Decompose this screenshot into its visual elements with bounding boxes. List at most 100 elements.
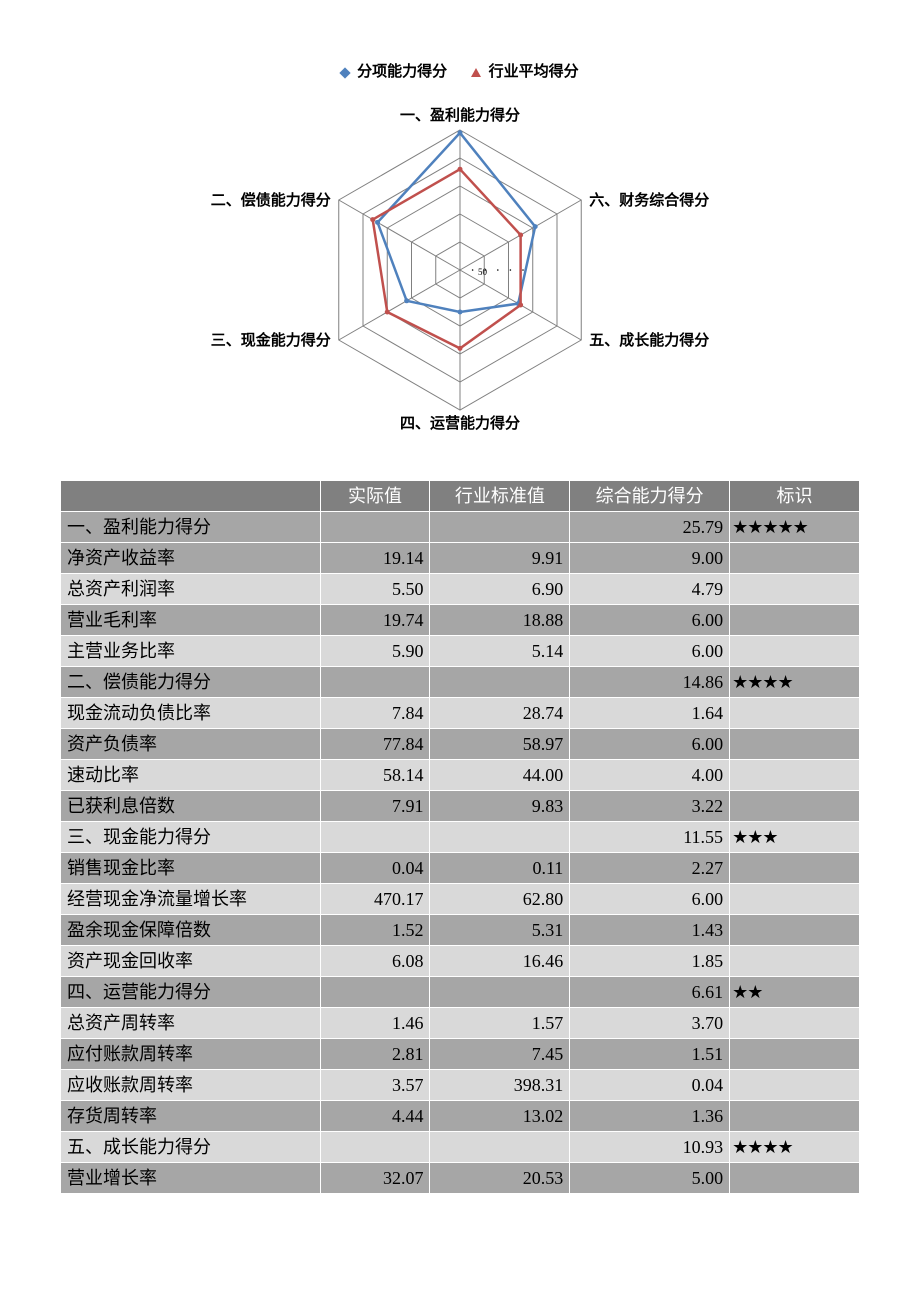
value-cell: 13.02 (430, 1101, 570, 1132)
table-row: 营业增长率32.0720.535.00 (61, 1163, 860, 1194)
value-cell: 5.31 (430, 915, 570, 946)
row-label: 资产现金回收率 (61, 946, 321, 977)
value-cell: 44.00 (430, 760, 570, 791)
row-label: 五、成长能力得分 (61, 1132, 321, 1163)
value-cell: 6.00 (570, 884, 730, 915)
financial-table: 实际值行业标准值综合能力得分标识 一、盈利能力得分25.79★★★★★净资产收益… (60, 480, 860, 1194)
table-section-row: 二、偿债能力得分14.86★★★★ (61, 667, 860, 698)
value-cell: 470.17 (320, 884, 430, 915)
table-row: 存货周转率4.4413.021.36 (61, 1101, 860, 1132)
table-row: 资产负债率77.8458.976.00 (61, 729, 860, 760)
table-body: 一、盈利能力得分25.79★★★★★净资产收益率19.149.919.00总资产… (61, 512, 860, 1194)
table-row: 经营现金净流量增长率470.1762.806.00 (61, 884, 860, 915)
value-cell: 62.80 (430, 884, 570, 915)
stars-cell (730, 574, 860, 605)
value-cell: 9.00 (570, 543, 730, 574)
value-cell: 398.31 (430, 1070, 570, 1101)
row-label: 存货周转率 (61, 1101, 321, 1132)
row-label: 主营业务比率 (61, 636, 321, 667)
table-section-row: 四、运营能力得分6.61★★ (61, 977, 860, 1008)
value-cell: 1.52 (320, 915, 430, 946)
legend-item-1: 行业平均得分 (471, 60, 579, 81)
value-cell: 18.88 (430, 605, 570, 636)
stars-cell (730, 729, 860, 760)
row-label: 应收账款周转率 (61, 1070, 321, 1101)
stars-cell: ★★★★ (730, 1132, 860, 1163)
table-row: 已获利息倍数7.919.833.22 (61, 791, 860, 822)
row-label: 净资产收益率 (61, 543, 321, 574)
radar-chart: 分项能力得分 行业平均得分 50一、盈利能力得分六、财务综合得分五、成长能力得分… (180, 60, 740, 440)
row-label: 二、偿债能力得分 (61, 667, 321, 698)
value-cell: 58.97 (430, 729, 570, 760)
value-cell (430, 512, 570, 543)
table-row: 主营业务比率5.905.146.00 (61, 636, 860, 667)
svg-text:四、运营能力得分: 四、运营能力得分 (400, 414, 520, 432)
value-cell: 6.00 (570, 605, 730, 636)
row-label: 现金流动负债比率 (61, 698, 321, 729)
value-cell: 9.83 (430, 791, 570, 822)
stars-cell (730, 791, 860, 822)
stars-cell (730, 853, 860, 884)
col-header-2: 行业标准值 (430, 481, 570, 512)
col-header-0 (61, 481, 321, 512)
value-cell: 6.08 (320, 946, 430, 977)
value-cell: 0.04 (320, 853, 430, 884)
value-cell: 6.00 (570, 636, 730, 667)
stars-cell: ★★ (730, 977, 860, 1008)
value-cell (430, 667, 570, 698)
stars-cell (730, 760, 860, 791)
legend-label-1: 行业平均得分 (489, 64, 579, 80)
value-cell: 0.04 (570, 1070, 730, 1101)
value-cell: 28.74 (430, 698, 570, 729)
value-cell (320, 977, 430, 1008)
row-label: 应付账款周转率 (61, 1039, 321, 1070)
table-row: 营业毛利率19.7418.886.00 (61, 605, 860, 636)
value-cell: 3.57 (320, 1070, 430, 1101)
table-row: 应付账款周转率2.817.451.51 (61, 1039, 860, 1070)
value-cell: 4.44 (320, 1101, 430, 1132)
svg-text:五、成长能力得分: 五、成长能力得分 (589, 331, 709, 349)
value-cell: 1.51 (570, 1039, 730, 1070)
table-row: 现金流动负债比率7.8428.741.64 (61, 698, 860, 729)
value-cell: 7.91 (320, 791, 430, 822)
row-label: 盈余现金保障倍数 (61, 915, 321, 946)
legend-label-0: 分项能力得分 (357, 64, 447, 80)
value-cell: 5.90 (320, 636, 430, 667)
row-label: 速动比率 (61, 760, 321, 791)
row-label: 总资产利润率 (61, 574, 321, 605)
table-row: 净资产收益率19.149.919.00 (61, 543, 860, 574)
value-cell (320, 822, 430, 853)
value-cell: 1.57 (430, 1008, 570, 1039)
stars-cell (730, 915, 860, 946)
value-cell: 10.93 (570, 1132, 730, 1163)
value-cell: 2.81 (320, 1039, 430, 1070)
table-header-row: 实际值行业标准值综合能力得分标识 (61, 481, 860, 512)
value-cell: 1.64 (570, 698, 730, 729)
stars-cell: ★★★ (730, 822, 860, 853)
value-cell: 16.46 (430, 946, 570, 977)
value-cell: 32.07 (320, 1163, 430, 1194)
value-cell: 6.00 (570, 729, 730, 760)
legend-marker-0 (340, 67, 351, 78)
value-cell: 19.74 (320, 605, 430, 636)
stars-cell: ★★★★ (730, 667, 860, 698)
row-label: 营业增长率 (61, 1163, 321, 1194)
value-cell: 1.43 (570, 915, 730, 946)
value-cell: 25.79 (570, 512, 730, 543)
value-cell: 4.00 (570, 760, 730, 791)
value-cell: 5.50 (320, 574, 430, 605)
table-row: 速动比率58.1444.004.00 (61, 760, 860, 791)
table-row: 应收账款周转率3.57398.310.04 (61, 1070, 860, 1101)
legend-marker-1 (471, 68, 481, 77)
row-label: 经营现金净流量增长率 (61, 884, 321, 915)
table-section-row: 三、现金能力得分11.55★★★ (61, 822, 860, 853)
value-cell: 77.84 (320, 729, 430, 760)
row-label: 营业毛利率 (61, 605, 321, 636)
value-cell (320, 667, 430, 698)
stars-cell (730, 543, 860, 574)
value-cell (430, 1132, 570, 1163)
col-header-1: 实际值 (320, 481, 430, 512)
value-cell: 6.90 (430, 574, 570, 605)
table-row: 盈余现金保障倍数1.525.311.43 (61, 915, 860, 946)
value-cell (320, 512, 430, 543)
